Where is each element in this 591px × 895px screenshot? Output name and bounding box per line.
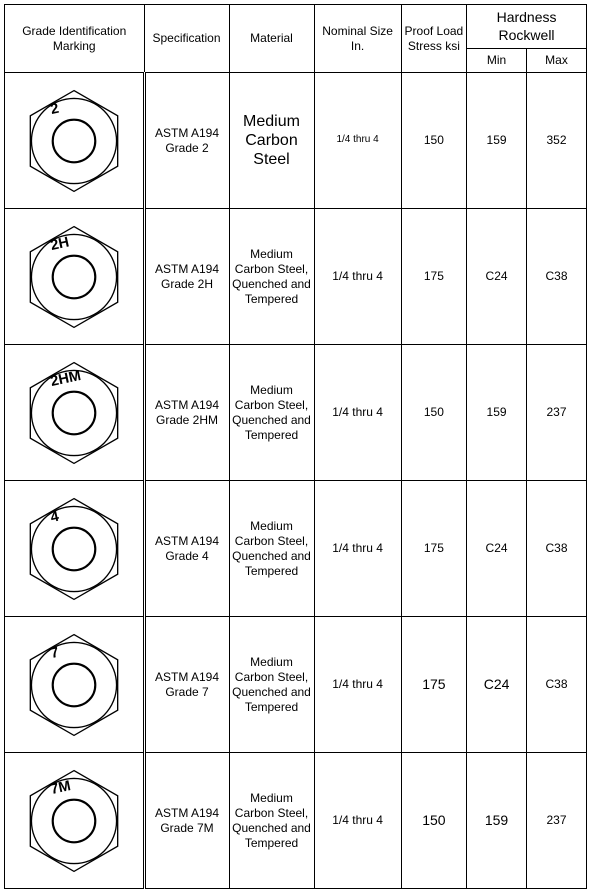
svg-text:2: 2 bbox=[49, 100, 60, 117]
svg-text:4: 4 bbox=[49, 508, 61, 526]
nut-grade-table: Grade Identification Marking Specificati… bbox=[4, 4, 587, 889]
cell-marking: 7M bbox=[5, 753, 145, 889]
cell-spec: ASTM A194 Grade 2 bbox=[144, 73, 229, 209]
table-row: 7M ASTM A194 Grade 7MMedium Carbon Steel… bbox=[5, 753, 587, 889]
cell-max: C38 bbox=[527, 481, 587, 617]
cell-marking: 2 bbox=[5, 73, 145, 209]
cell-size: 1/4 thru 4 bbox=[314, 345, 401, 481]
cell-max: 237 bbox=[527, 345, 587, 481]
cell-max: 237 bbox=[527, 753, 587, 889]
header-max: Max bbox=[527, 49, 587, 73]
header-proof: Proof Load Stress ksi bbox=[401, 5, 466, 73]
header-min: Min bbox=[467, 49, 527, 73]
cell-min: C24 bbox=[467, 209, 527, 345]
cell-marking: 4 bbox=[5, 481, 145, 617]
cell-size: 1/4 thru 4 bbox=[314, 617, 401, 753]
svg-text:2HM: 2HM bbox=[49, 367, 82, 389]
cell-proof: 175 bbox=[401, 209, 466, 345]
svg-text:7M: 7M bbox=[49, 778, 72, 798]
header-marking: Grade Identification Marking bbox=[5, 5, 145, 73]
cell-spec: ASTM A194 Grade 4 bbox=[144, 481, 229, 617]
nut-icon: 2HM bbox=[18, 357, 130, 469]
cell-spec: ASTM A194 Grade 2HM bbox=[144, 345, 229, 481]
cell-spec: ASTM A194 Grade 7 bbox=[144, 617, 229, 753]
table-row: 7 ASTM A194 Grade 7Medium Carbon Steel, … bbox=[5, 617, 587, 753]
table-header: Grade Identification Marking Specificati… bbox=[5, 5, 587, 73]
cell-min: C24 bbox=[467, 617, 527, 753]
nut-icon: 7M bbox=[18, 765, 130, 877]
table-row: 2HM ASTM A194 Grade 2HMMedium Carbon Ste… bbox=[5, 345, 587, 481]
header-spec: Specification bbox=[144, 5, 229, 73]
cell-min: 159 bbox=[467, 753, 527, 889]
cell-marking: 2H bbox=[5, 209, 145, 345]
table-row: 2 ASTM A194 Grade 2Medium Carbon Steel1/… bbox=[5, 73, 587, 209]
cell-size: 1/4 thru 4 bbox=[314, 209, 401, 345]
cell-marking: 7 bbox=[5, 617, 145, 753]
table-row: 4 ASTM A194 Grade 4Medium Carbon Steel, … bbox=[5, 481, 587, 617]
cell-proof: 150 bbox=[401, 345, 466, 481]
cell-proof: 175 bbox=[401, 481, 466, 617]
cell-min: C24 bbox=[467, 481, 527, 617]
svg-text:7: 7 bbox=[49, 644, 60, 661]
cell-marking: 2HM bbox=[5, 345, 145, 481]
cell-spec: ASTM A194 Grade 7M bbox=[144, 753, 229, 889]
cell-proof: 150 bbox=[401, 73, 466, 209]
cell-spec: ASTM A194 Grade 2H bbox=[144, 209, 229, 345]
cell-min: 159 bbox=[467, 345, 527, 481]
cell-material: Medium Carbon Steel, Quenched and Temper… bbox=[229, 209, 314, 345]
cell-proof: 150 bbox=[401, 753, 466, 889]
nut-icon: 2 bbox=[18, 85, 130, 197]
nut-icon: 7 bbox=[18, 629, 130, 741]
cell-size: 1/4 thru 4 bbox=[314, 73, 401, 209]
cell-material: Medium Carbon Steel, Quenched and Temper… bbox=[229, 753, 314, 889]
cell-max: C38 bbox=[527, 617, 587, 753]
cell-material: Medium Carbon Steel bbox=[229, 73, 314, 209]
table-body: 2 ASTM A194 Grade 2Medium Carbon Steel1/… bbox=[5, 73, 587, 889]
table-row: 2H ASTM A194 Grade 2HMedium Carbon Steel… bbox=[5, 209, 587, 345]
cell-min: 159 bbox=[467, 73, 527, 209]
nut-icon: 2H bbox=[18, 221, 130, 333]
cell-material: Medium Carbon Steel, Quenched and Temper… bbox=[229, 345, 314, 481]
svg-text:2H: 2H bbox=[49, 234, 71, 254]
header-size: Nominal Size In. bbox=[314, 5, 401, 73]
header-material: Material bbox=[229, 5, 314, 73]
cell-material: Medium Carbon Steel, Quenched and Temper… bbox=[229, 481, 314, 617]
cell-size: 1/4 thru 4 bbox=[314, 481, 401, 617]
nut-icon: 4 bbox=[18, 493, 130, 605]
header-hardness: Hardness Rockwell bbox=[467, 5, 587, 49]
cell-proof: 175 bbox=[401, 617, 466, 753]
cell-max: C38 bbox=[527, 209, 587, 345]
cell-material: Medium Carbon Steel, Quenched and Temper… bbox=[229, 617, 314, 753]
cell-size: 1/4 thru 4 bbox=[314, 753, 401, 889]
cell-max: 352 bbox=[527, 73, 587, 209]
